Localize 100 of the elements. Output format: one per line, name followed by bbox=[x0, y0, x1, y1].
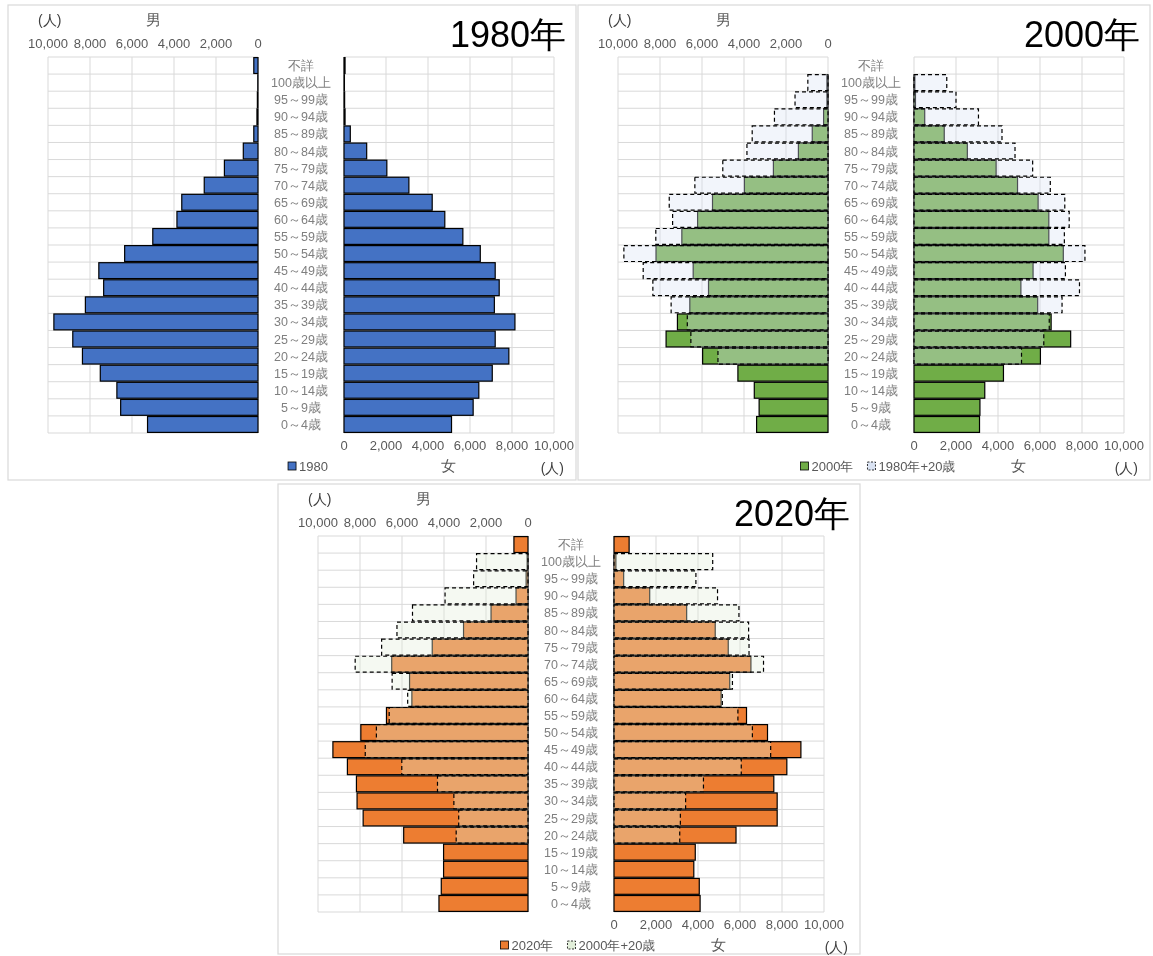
y-tick-label: 30～34歳 bbox=[844, 315, 898, 330]
y-tick-label: 15～19歳 bbox=[844, 366, 898, 381]
y-tick-label: 45～49歳 bbox=[844, 264, 898, 279]
bar bbox=[613, 741, 772, 759]
bar bbox=[354, 655, 529, 673]
y-tick-label: 不詳 bbox=[558, 538, 584, 553]
y-tick-label: 60～64歳 bbox=[274, 212, 328, 227]
bar bbox=[672, 210, 829, 228]
y-tick-label: 55～59歳 bbox=[844, 229, 898, 244]
x-tick-label: 6,000 bbox=[723, 917, 757, 932]
x-tick-label: 6,000 bbox=[1023, 438, 1057, 453]
y-tick-label: 95～99歳 bbox=[844, 93, 898, 108]
bar bbox=[613, 553, 714, 571]
y-tick-label: 45～49歳 bbox=[274, 264, 328, 279]
legend-label: 2020年 bbox=[511, 938, 554, 953]
x-tick-label: 0 bbox=[254, 36, 262, 51]
y-tick-label: 70～74歳 bbox=[544, 657, 598, 672]
x-tick-label: 10,000 bbox=[28, 36, 68, 51]
y-tick-label: 70～74歳 bbox=[844, 178, 898, 193]
bar bbox=[381, 638, 529, 656]
y-tick-label: 90～94歳 bbox=[274, 110, 328, 125]
y-tick-label: 65～69歳 bbox=[844, 195, 898, 210]
y-tick-label: 55～59歳 bbox=[544, 708, 598, 723]
x-tick-label: 10,000 bbox=[298, 515, 338, 530]
y-tick-label: 90～94歳 bbox=[544, 589, 598, 604]
bar bbox=[458, 809, 529, 827]
y-tick-label: 85～89歳 bbox=[274, 127, 328, 142]
y-tick-label: 25～29歳 bbox=[844, 332, 898, 347]
bar bbox=[690, 330, 829, 348]
y-tick-label: 60～64歳 bbox=[844, 212, 898, 227]
x-tick-label: 8,000 bbox=[643, 36, 677, 51]
bar bbox=[444, 587, 529, 605]
y-tick-label: 40～44歳 bbox=[544, 760, 598, 775]
x-tick-label: 0 bbox=[824, 36, 832, 51]
bar bbox=[436, 775, 529, 793]
bar bbox=[913, 159, 1034, 177]
bar bbox=[751, 125, 829, 143]
x-tick-label: 2,000 bbox=[369, 438, 403, 453]
y-tick-label: 40～44歳 bbox=[844, 281, 898, 296]
bar bbox=[913, 176, 1051, 194]
y-tick-label: 55～59歳 bbox=[274, 229, 328, 244]
y-tick-label: 10～14歳 bbox=[274, 383, 328, 398]
y-tick-label: 不詳 bbox=[858, 59, 884, 74]
bar bbox=[913, 125, 1003, 143]
chart-title: 1980年 bbox=[449, 14, 566, 55]
y-tick-label: 15～19歳 bbox=[274, 366, 328, 381]
y-tick-label: 30～34歳 bbox=[544, 794, 598, 809]
y-tick-label: 60～64歳 bbox=[544, 691, 598, 706]
x-tick-label: 8,000 bbox=[495, 438, 529, 453]
bar bbox=[364, 741, 529, 759]
x-tick-label: 10,000 bbox=[534, 438, 574, 453]
x-tick-label: 6,000 bbox=[115, 36, 149, 51]
x-tick-label: 4,000 bbox=[981, 438, 1015, 453]
y-tick-label: 35～39歳 bbox=[844, 298, 898, 313]
x-tick-label: 4,000 bbox=[681, 917, 715, 932]
bar bbox=[794, 91, 829, 109]
y-tick-label: 10～14歳 bbox=[544, 862, 598, 877]
x-tick-label: 8,000 bbox=[73, 36, 107, 51]
bar bbox=[613, 604, 740, 622]
chart-title: 2020年 bbox=[733, 493, 850, 534]
bar bbox=[613, 826, 681, 844]
text: (人) bbox=[824, 939, 848, 955]
text: (人) bbox=[1114, 460, 1138, 476]
y-tick-label: 100歳以上 bbox=[541, 555, 601, 570]
y-tick-label: 70～74歳 bbox=[274, 178, 328, 193]
x-axis-title: 女 bbox=[440, 457, 456, 474]
y-tick-label: 45～49歳 bbox=[544, 743, 598, 758]
x-tick-label: 10,000 bbox=[1104, 438, 1144, 453]
x-tick-label: 2,000 bbox=[199, 36, 233, 51]
bar bbox=[694, 176, 829, 194]
x-tick-label: 6,000 bbox=[385, 515, 419, 530]
x-tick-label: 6,000 bbox=[685, 36, 719, 51]
y-tick-label: 35～39歳 bbox=[274, 298, 328, 313]
x-tick-label: 2,000 bbox=[939, 438, 973, 453]
chart-title: 2000年 bbox=[1023, 14, 1140, 55]
bar bbox=[613, 570, 697, 588]
x-axis-title: 男 bbox=[145, 11, 161, 28]
bar bbox=[613, 587, 719, 605]
x-tick-label: 8,000 bbox=[343, 515, 377, 530]
x-tick-label: 6,000 bbox=[453, 438, 487, 453]
y-tick-label: 75～79歳 bbox=[274, 161, 328, 176]
x-tick-label: 4,000 bbox=[411, 438, 445, 453]
y-tick-label: 0～4歳 bbox=[851, 417, 891, 432]
bar bbox=[913, 330, 1045, 348]
bar bbox=[773, 108, 829, 126]
y-tick-label: 40～44歳 bbox=[274, 281, 328, 296]
bar bbox=[722, 159, 829, 177]
bar bbox=[642, 262, 829, 280]
x-tick-label: 4,000 bbox=[157, 36, 191, 51]
bar bbox=[455, 826, 529, 844]
bar bbox=[913, 91, 957, 109]
x-tick-label: 8,000 bbox=[1065, 438, 1099, 453]
y-tick-label: 65～69歳 bbox=[544, 674, 598, 689]
legend-label: 1980 bbox=[299, 459, 328, 474]
bar bbox=[473, 570, 529, 588]
bar bbox=[807, 74, 829, 92]
x-tick-label: 0 bbox=[610, 917, 618, 932]
y-tick-label: 90～94歳 bbox=[844, 110, 898, 125]
bar bbox=[913, 279, 1081, 297]
x-tick-label: 0 bbox=[524, 515, 532, 530]
